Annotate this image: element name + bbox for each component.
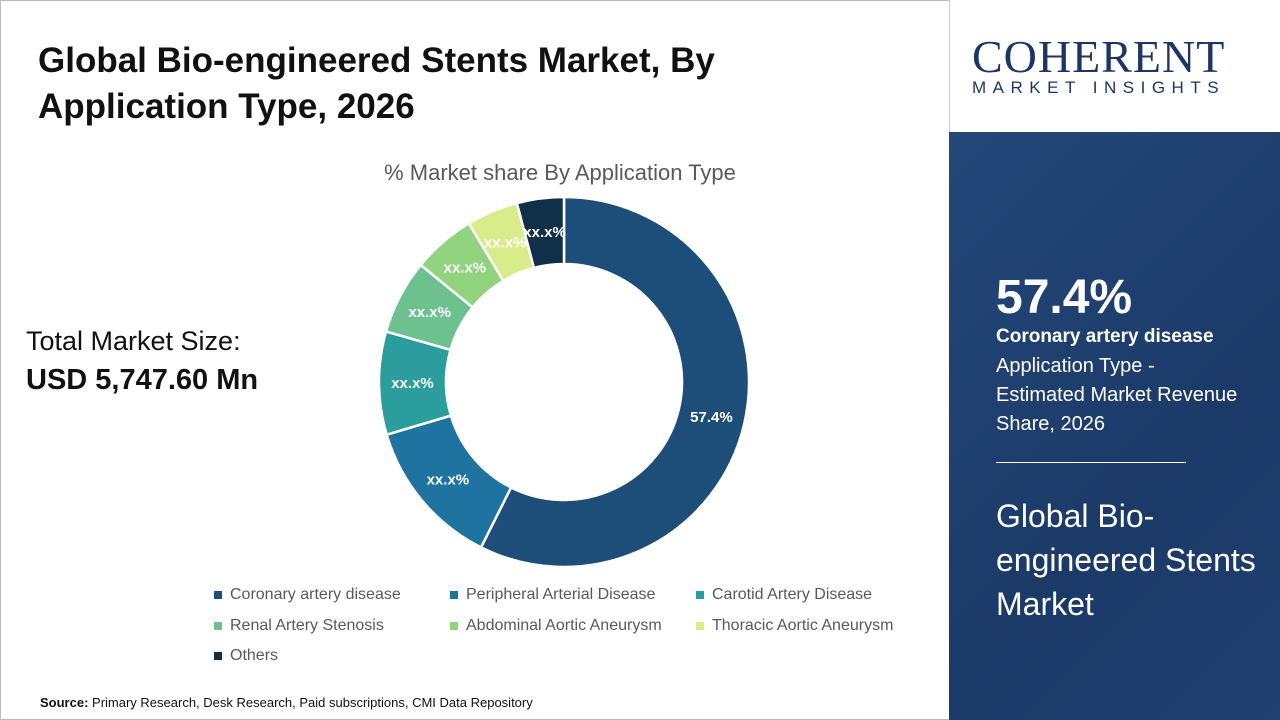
legend-swatch <box>214 622 222 630</box>
legend-label: Coronary artery disease <box>230 586 401 603</box>
legend-label: Peripheral Arterial Disease <box>466 586 656 603</box>
source-note: Source: Primary Research, Desk Research,… <box>40 695 533 710</box>
highlight-percent: 57.4% <box>996 271 1133 324</box>
legend-label: Renal Artery Stenosis <box>230 617 384 634</box>
legend-swatch <box>696 622 704 630</box>
highlight-description: Application Type - Estimated Market Reve… <box>996 355 1238 435</box>
logo-sub-text: MARKET INSIGHTS <box>972 78 1226 97</box>
logo: COHERENT MARKET INSIGHTS <box>949 0 1280 132</box>
legend-item: Renal Artery Stenosis <box>214 617 384 635</box>
donut-slice <box>479 195 751 569</box>
legend-swatch <box>450 622 458 630</box>
total-market-size-value: USD 5,747.60 Mn <box>26 364 259 396</box>
legend-label: Others <box>230 647 279 664</box>
legend-swatch <box>696 591 704 599</box>
legend-swatch <box>450 591 458 599</box>
legend-item: Carotid Artery Disease <box>696 586 872 604</box>
source-text: Primary Research, Desk Research, Paid su… <box>92 695 533 710</box>
legend-label: Thoracic Aortic Aneurysm <box>712 617 894 634</box>
data-label: xx.x% <box>484 234 527 251</box>
legend-item: Others <box>214 647 278 665</box>
data-label: xx.x% <box>427 471 470 488</box>
legend-item: Coronary artery disease <box>214 586 401 604</box>
divider <box>996 462 1186 463</box>
donut-slice <box>515 195 566 270</box>
legend-label: Abdominal Aortic Aneurysm <box>466 617 662 634</box>
data-label: xx.x% <box>444 259 487 276</box>
data-label: xx.x% <box>408 304 451 321</box>
data-label: 57.4% <box>690 409 733 426</box>
highlight-segment: Coronary artery disease <box>996 326 1214 347</box>
market-name: Global Bio-engineered Stents Market <box>996 498 1256 622</box>
donut-chart: 57.4%xx.x%xx.x%xx.x%xx.x%xx.x%xx.x% <box>377 195 751 569</box>
logo-main-text: COHERENT <box>972 31 1226 82</box>
data-label: xx.x% <box>523 224 566 241</box>
chart-title: % Market share By Application Type <box>384 160 736 185</box>
legend-item: Thoracic Aortic Aneurysm <box>696 617 893 635</box>
legend-swatch <box>214 652 222 660</box>
total-market-size-label: Total Market Size: <box>26 326 241 356</box>
legend-item: Abdominal Aortic Aneurysm <box>450 617 662 635</box>
highlight-panel: 57.4% Coronary artery disease Applicatio… <box>949 132 1280 720</box>
source-label: Source: <box>40 695 89 710</box>
legend-item: Peripheral Arterial Disease <box>450 586 655 604</box>
legend-label: Carotid Artery Disease <box>712 586 873 603</box>
page-title: Global Bio-engineered Stents Market, By … <box>38 41 715 126</box>
data-label: xx.x% <box>391 375 434 392</box>
legend-swatch <box>214 591 222 599</box>
right-panel: COHERENT MARKET INSIGHTS 57.4% Coronary … <box>949 0 1280 720</box>
